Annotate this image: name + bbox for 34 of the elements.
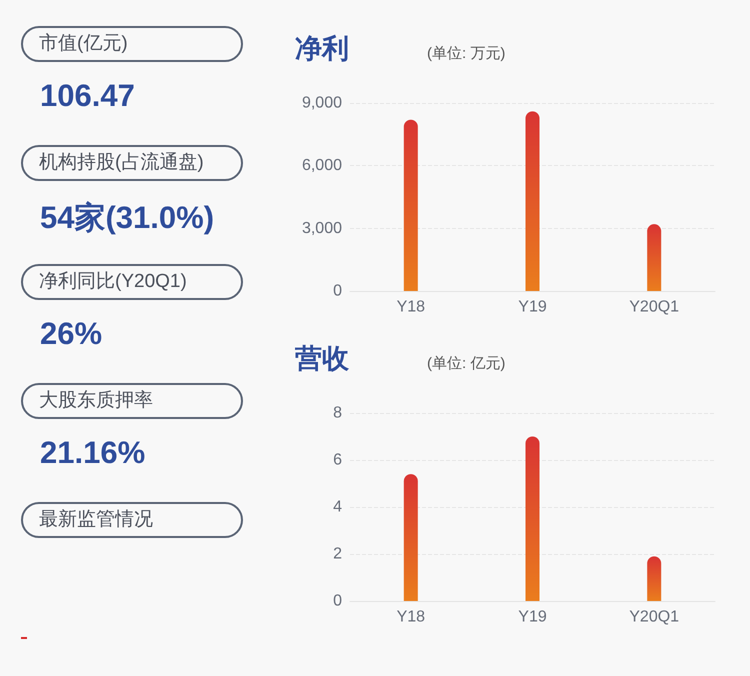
text: 最新监管情况 <box>21 502 243 538</box>
bar <box>526 436 540 601</box>
text: 净利同比(Y20Q1) <box>21 264 243 300</box>
bar <box>647 224 662 291</box>
y-tick-label: 9,000 <box>302 94 342 112</box>
text: 106.47 <box>40 78 135 114</box>
text: 21.16% <box>40 435 146 471</box>
chart-title: 净利 <box>295 34 349 64</box>
y-tick-label: 6,000 <box>302 157 342 174</box>
y-tick-label: 0 <box>333 282 342 300</box>
x-tick-label: Y19 <box>518 608 547 626</box>
bar <box>404 120 418 291</box>
x-tick-label: Y20Q1 <box>629 608 680 626</box>
y-tick-label: 6 <box>333 452 342 468</box>
text: 54家(31.0%) <box>40 199 214 237</box>
x-tick-label: Y19 <box>518 298 547 316</box>
y-tick-label: 2 <box>333 546 342 562</box>
chart-title: 营收 <box>294 344 350 374</box>
chart-subtitle: (单位: 亿元) <box>427 355 506 372</box>
text: 大股东质押率 <box>21 383 243 419</box>
bar <box>647 556 662 601</box>
y-tick-label: 3,000 <box>302 220 342 237</box>
y-tick-label: 4 <box>333 498 342 516</box>
bar <box>526 111 540 291</box>
text: 市值(亿元) <box>21 26 243 62</box>
x-tick-label: Y20Q1 <box>629 298 680 316</box>
chart-subtitle: (单位: 万元) <box>427 45 506 62</box>
y-tick-label: 8 <box>333 404 342 422</box>
y-tick-label: 0 <box>333 592 342 610</box>
text: 26% <box>40 316 102 352</box>
text: 机构持股(占流通盘) <box>21 145 243 181</box>
x-tick-label: Y18 <box>396 298 426 316</box>
x-tick-label: Y18 <box>396 608 426 626</box>
bar <box>404 474 418 601</box>
